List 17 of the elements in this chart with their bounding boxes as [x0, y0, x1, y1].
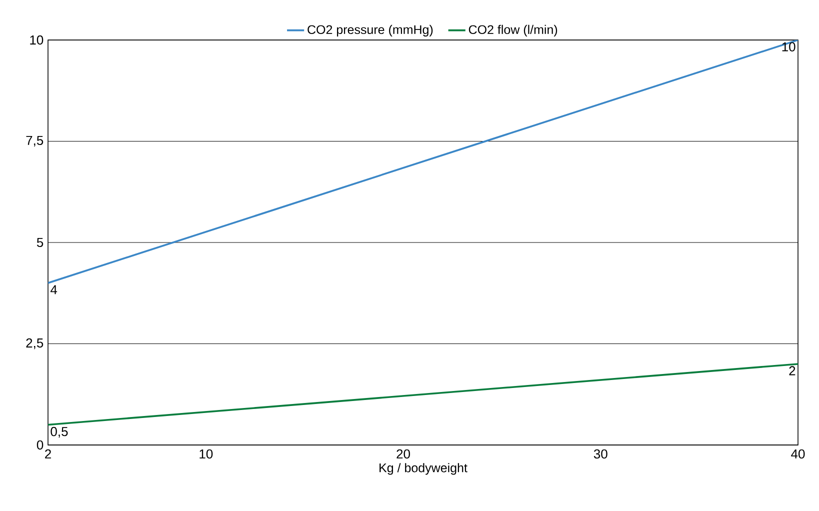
legend-label: CO2 pressure (mmHg): [308, 24, 433, 37]
data-label: 10: [782, 42, 796, 52]
x-axis-title: Kg / bodyweight: [380, 463, 468, 475]
legend-label: CO2 flow (l/min): [468, 24, 558, 37]
y-tick-label: 5: [36, 238, 44, 248]
y-tick-label: 2,5: [26, 338, 44, 350]
x-tick-label: 10: [200, 449, 213, 459]
y-tick-label: 7,5: [26, 136, 44, 147]
x-tick-label: 30: [594, 449, 608, 459]
y-tick-label: 0: [36, 440, 44, 450]
y-tick-label: 10: [30, 35, 44, 45]
x-tick-label: 20: [396, 449, 410, 459]
x-tick-label: 2: [45, 449, 51, 458]
data-label: 0,5: [50, 426, 68, 438]
x-tick-label: 40: [791, 449, 805, 459]
data-label: 2: [789, 366, 796, 376]
data-label: 4: [50, 285, 58, 294]
